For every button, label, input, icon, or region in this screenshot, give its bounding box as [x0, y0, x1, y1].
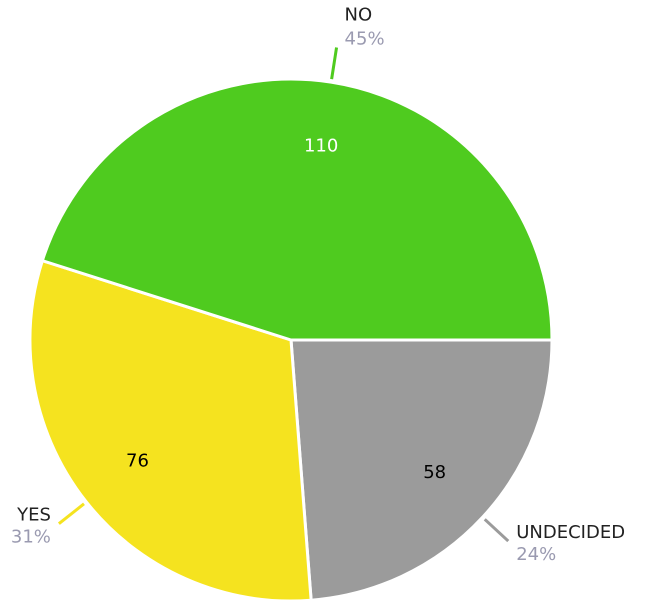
slice-value-label: 76 — [126, 450, 149, 471]
pie-slice — [40, 77, 554, 342]
leader-line — [57, 502, 85, 525]
category-label: YES — [16, 505, 51, 526]
slice-value-label: 58 — [423, 462, 446, 483]
percent-label: 31% — [11, 527, 51, 548]
category-label: UNDECIDED — [516, 522, 625, 543]
leader-line — [483, 518, 510, 543]
category-label: NO — [345, 5, 373, 26]
percent-label: 24% — [516, 544, 556, 565]
leader-line — [330, 47, 339, 80]
pie-slice — [289, 338, 554, 602]
slice-value-label: 110 — [304, 136, 338, 157]
pie-slice — [28, 258, 313, 603]
percent-label: 45% — [345, 29, 385, 50]
